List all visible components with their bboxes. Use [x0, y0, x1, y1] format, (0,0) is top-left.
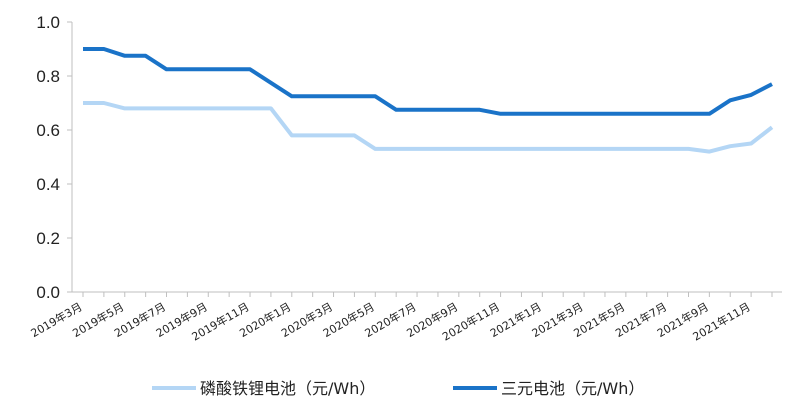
y-tick-label: 0.8	[36, 67, 60, 86]
plot-area: 0.00.20.40.60.81.02019年3月2019年5月2019年7月2…	[28, 13, 782, 344]
series-line-ternary	[83, 47, 773, 116]
y-tick-label: 0.2	[36, 229, 60, 248]
y-tick-label: 0.4	[36, 175, 60, 194]
y-tick-label: 1.0	[36, 13, 60, 32]
legend-label-lfp: 磷酸铁锂电池（元/Wh）	[200, 379, 375, 398]
legend: 磷酸铁锂电池（元/Wh） 三元电池（元/Wh）	[152, 379, 644, 398]
y-tick-label: 0.6	[36, 121, 60, 140]
legend-label-ternary: 三元电池（元/Wh）	[501, 379, 644, 398]
y-tick-label: 0.0	[36, 283, 60, 302]
series-line-lfp	[83, 101, 774, 154]
